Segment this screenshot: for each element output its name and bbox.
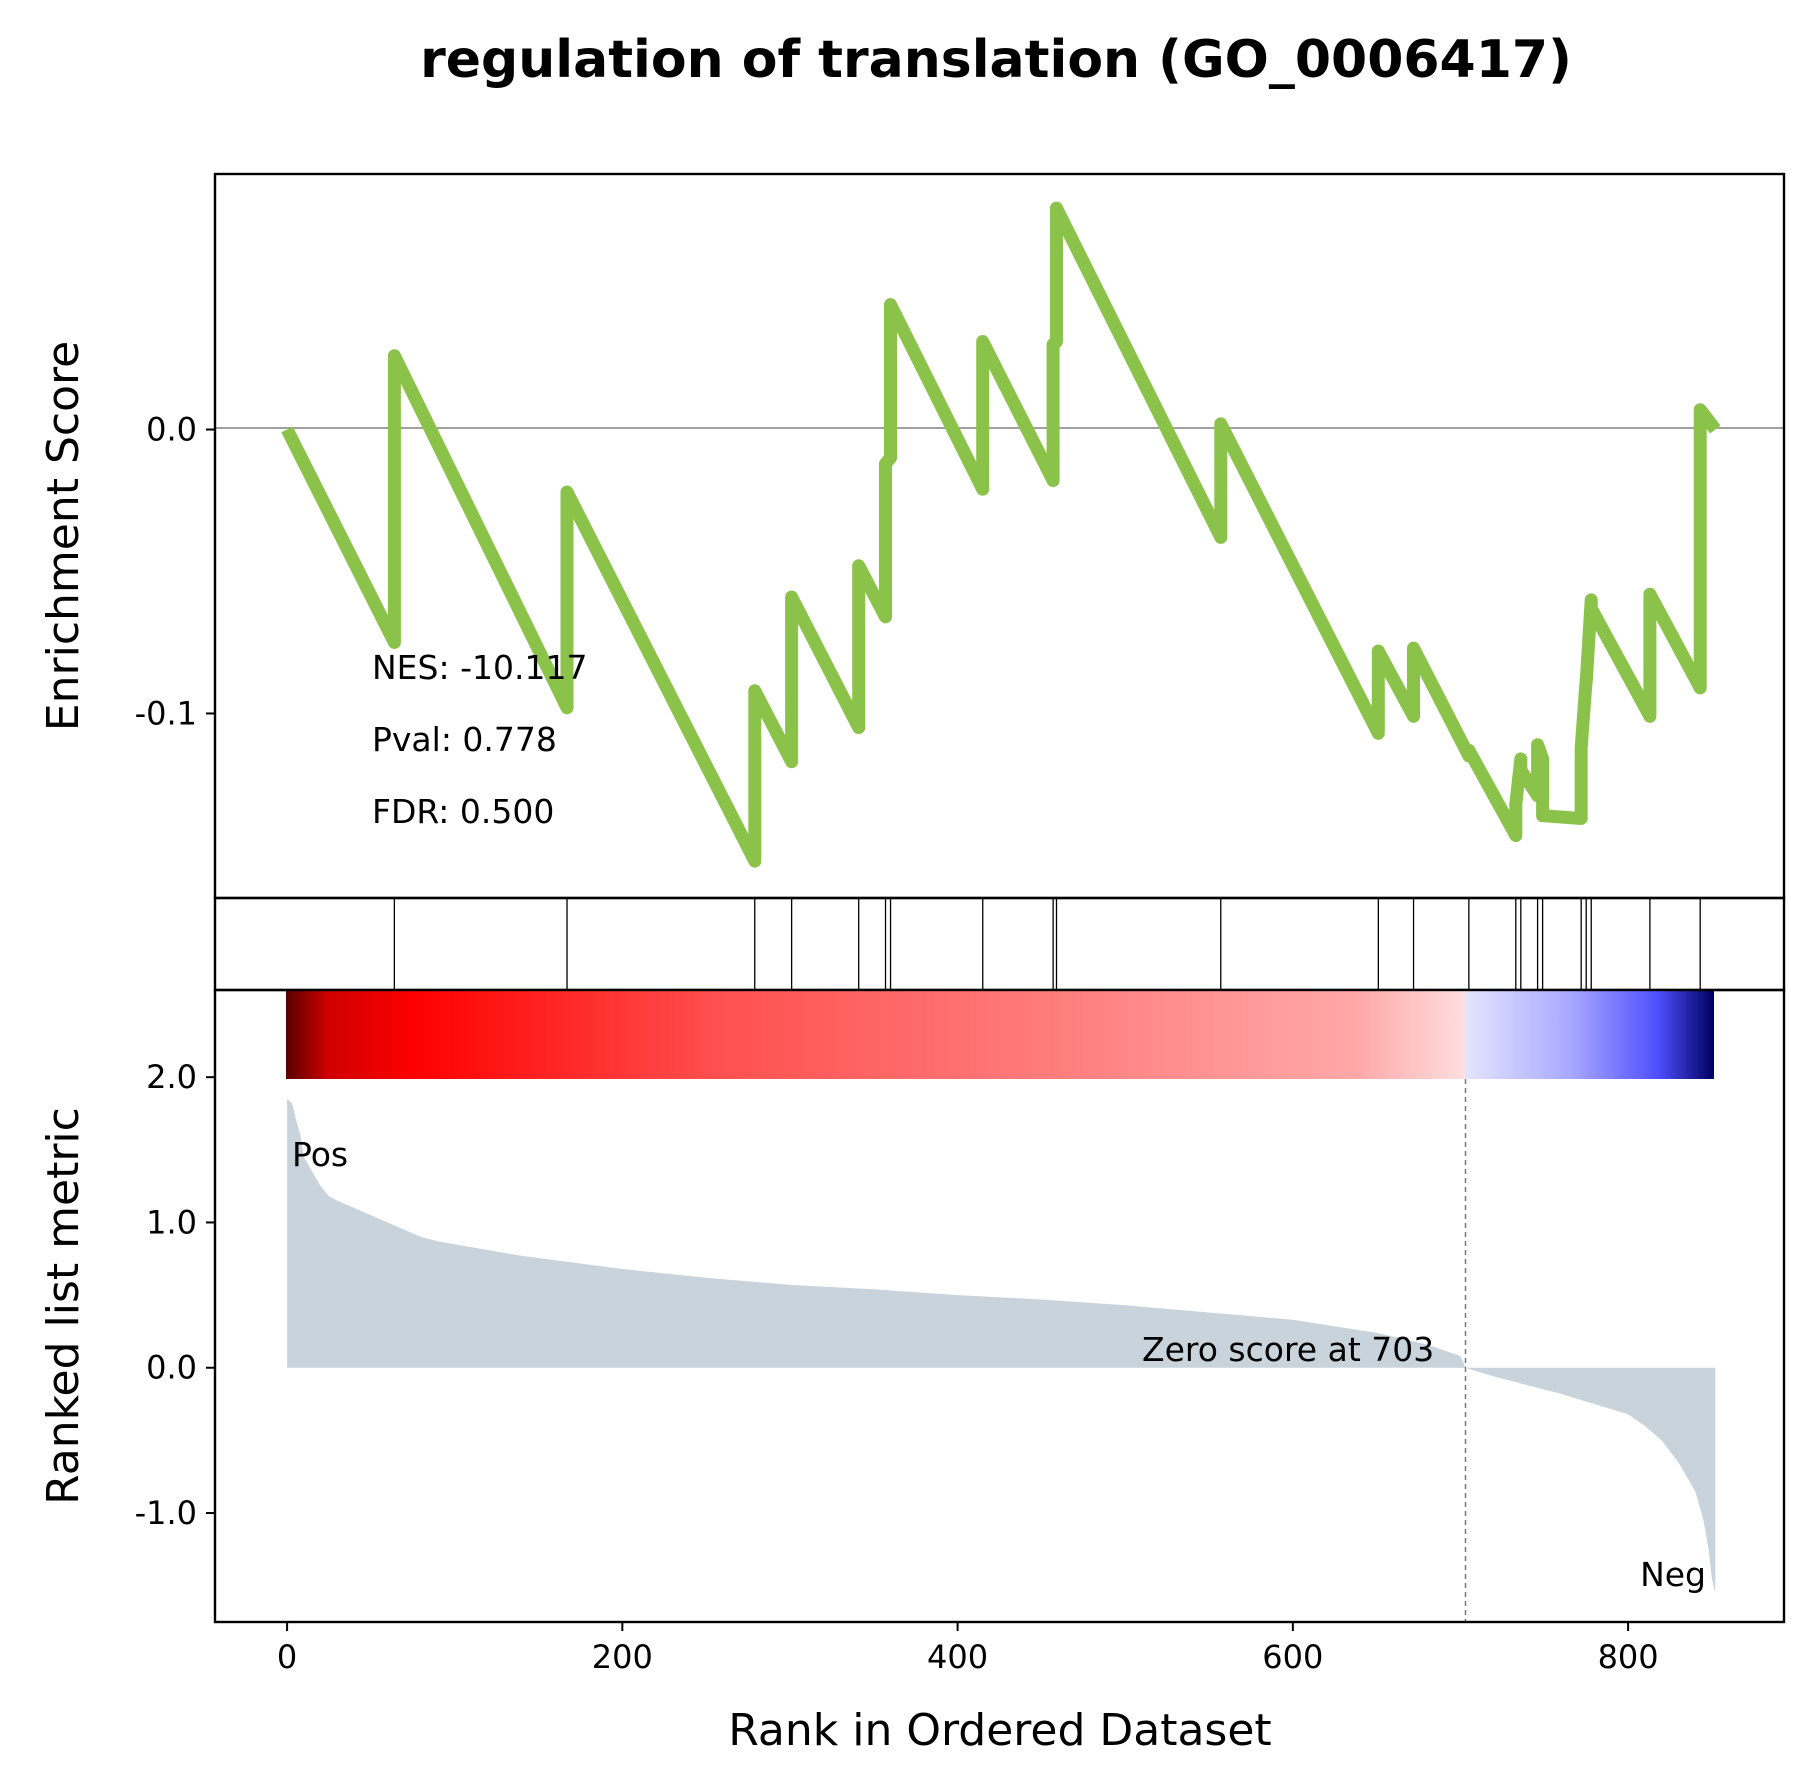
neg-label: Neg: [1640, 1555, 1706, 1594]
rank-colorbar: [286, 991, 1714, 1079]
pval-label: Pval: 0.778: [372, 720, 557, 759]
es-line: [281, 201, 1721, 868]
rank-y-tick-label: 2.0: [146, 1058, 197, 1096]
x-ticks: 0 200 400 600 800: [277, 1622, 1659, 1676]
zero-score-label: Zero score at 703: [1142, 1330, 1434, 1369]
x-tick-label: 800: [1598, 1638, 1659, 1676]
nes-label: NES: -10.117: [372, 648, 587, 687]
x-tick-label: 400: [927, 1638, 988, 1676]
es-ylabel: Enrichment Score: [38, 341, 89, 731]
chart-title: regulation of translation (GO_0006417): [420, 30, 1572, 90]
ranked-panel: Zero score at 703 Pos Neg 2.01.00.0-1.0 …: [38, 988, 1786, 1624]
x-tick-label: 200: [592, 1638, 653, 1676]
rank-ylabel: Ranked list metric: [38, 1107, 89, 1505]
rank-y-tick-label: 0.0: [146, 1349, 197, 1387]
es-y-tick-label: 0.0: [146, 411, 197, 449]
pos-label: Pos: [292, 1135, 348, 1174]
x-axis-label: Rank in Ordered Dataset: [728, 1705, 1271, 1756]
rank-y-tick-label: 1.0: [146, 1203, 197, 1241]
hit-lines: [393, 898, 1701, 990]
rank-frame: [213, 988, 1786, 1624]
ranked-metric-area: [287, 1099, 1716, 1593]
rank-y-ticks: 2.0 1.0 0.0 -1.0: [135, 1058, 215, 1532]
x-tick-label: 0: [277, 1638, 297, 1676]
fdr-label: FDR: 0.500: [372, 792, 554, 831]
es-y-tick-label: -0.1: [135, 694, 197, 732]
hits-frame: [213, 896, 1786, 992]
enrichment-panel: 0.0 -0.1 NES: -10.117 Pval: 0.778 FDR: 0.…: [38, 172, 1786, 900]
rank-y-tick-label: -1.0: [135, 1494, 197, 1532]
es-y-ticks: 0.0 -0.1: [135, 411, 215, 732]
x-tick-label: 600: [1262, 1638, 1323, 1676]
hits-panel: [213, 896, 1786, 992]
